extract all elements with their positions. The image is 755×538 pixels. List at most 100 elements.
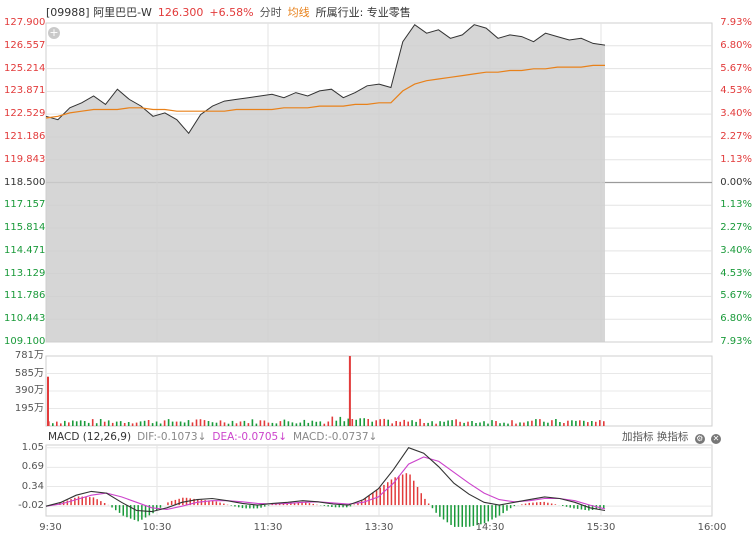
macd-histogram-bar — [81, 496, 83, 506]
macd-histogram-bar — [170, 500, 173, 505]
macd-histogram-bar — [223, 503, 225, 505]
volume-bar — [87, 422, 90, 426]
percent-tick-label: 5.67% — [720, 62, 752, 74]
volume-bar — [271, 422, 274, 426]
volume-bar — [375, 420, 377, 426]
volume-bar — [519, 422, 521, 426]
tab-intraday[interactable]: 分时 — [259, 6, 282, 19]
volume-bar — [167, 419, 170, 426]
price-tick-label: 109.100 — [4, 336, 46, 347]
macd-histogram-bar — [85, 496, 87, 506]
volume-bar — [363, 418, 365, 426]
volume-bar — [239, 421, 242, 426]
macd-histogram-bar — [70, 499, 72, 506]
macd-histogram-bar — [126, 505, 128, 518]
volume-bar — [283, 419, 286, 426]
macd-histogram-bar — [524, 503, 527, 506]
macd-histogram-bar — [483, 505, 486, 524]
plus-icon[interactable]: + — [48, 26, 60, 39]
price-tick-label: 117.157 — [4, 199, 46, 211]
volume-bar — [415, 421, 417, 426]
volume-bar — [123, 423, 126, 426]
macd-histogram-bar — [480, 505, 482, 525]
volume-bar — [183, 422, 186, 426]
volume-bar — [351, 419, 354, 426]
volume-bar — [139, 421, 142, 426]
price-tick-label: 127.900 — [4, 17, 46, 28]
macd-histogram-bar — [554, 504, 557, 505]
macd-tick-label: -0.02 — [18, 500, 44, 512]
close-icon[interactable]: ✕ — [711, 434, 722, 444]
volume-bar — [515, 423, 517, 426]
volume-bar — [531, 420, 533, 426]
macd-histogram-bar — [536, 502, 538, 506]
volume-bar — [487, 423, 489, 426]
percent-tick-label: 2.27% — [720, 222, 752, 234]
macd-histogram-bar — [152, 505, 154, 514]
tab-average[interactable]: 均线 — [287, 6, 310, 19]
macd-histogram-bar — [394, 477, 396, 506]
price-area — [46, 24, 605, 342]
macd-histogram-bar — [301, 501, 303, 506]
volume-bar — [391, 423, 393, 426]
volume-bar — [535, 419, 537, 426]
volume-bar — [447, 420, 449, 426]
volume-tick-label: 781万 — [14, 350, 44, 361]
volume-spike — [47, 376, 49, 426]
macd-tick-label: 0.69 — [21, 461, 44, 473]
volume-bar — [455, 419, 457, 426]
gear-icon[interactable]: ⚙ — [694, 434, 705, 444]
price-line — [45, 23, 606, 135]
percent-tick-label: 1.13% — [720, 153, 752, 165]
volume-bar — [75, 421, 78, 426]
macd-histogram-bar — [141, 505, 143, 520]
volume-bar — [523, 422, 525, 426]
macd-histogram-bar — [189, 498, 191, 506]
volume-bar — [343, 421, 346, 426]
volume-bar — [503, 422, 505, 426]
volume-bar — [315, 421, 318, 426]
percent-tick-label: 0.00% — [720, 176, 752, 188]
price-tick-label: 121.186 — [4, 130, 46, 142]
volume-bar — [563, 423, 565, 426]
volume-bar — [431, 421, 433, 426]
volume-bar — [483, 421, 485, 426]
macd-histogram-bar — [439, 505, 441, 517]
macd-histogram-bar — [148, 505, 151, 516]
volume-bar — [443, 421, 445, 426]
macd-histogram-bar — [200, 499, 203, 506]
volume-bar — [511, 420, 513, 426]
average-line — [45, 64, 605, 119]
percent-tick-label: 5.67% — [720, 290, 752, 302]
volume-spike — [348, 356, 351, 426]
price-change: +6.58% — [209, 6, 254, 19]
macd-histogram-bar — [446, 505, 449, 523]
volume-bar — [303, 419, 306, 426]
percent-tick-label: 7.93% — [720, 17, 752, 28]
macd-histogram-bar — [256, 505, 259, 509]
macd-histogram-bar — [405, 473, 408, 506]
time-tick-label: 13:30 — [364, 522, 394, 533]
switch-indicator-button[interactable]: 换指标 — [656, 431, 689, 443]
macd-histogram-bar — [591, 505, 594, 510]
macd-title: MACD (12,26,9) — [48, 431, 132, 443]
volume-bar — [551, 420, 553, 426]
macd-dif: DIF:-0.1073↓ — [137, 431, 207, 443]
volume-bar — [259, 420, 262, 426]
volume-bar — [355, 419, 357, 426]
macd-histogram-bar — [599, 505, 601, 509]
volume-bar — [407, 421, 409, 426]
macd-histogram-bar — [569, 505, 571, 508]
volume-bar — [83, 421, 86, 426]
macd-histogram-bar — [204, 500, 206, 506]
macd-histogram-bar — [234, 505, 236, 507]
volume-bar — [471, 421, 473, 426]
volume-bar — [451, 420, 453, 426]
volume-bar — [179, 421, 182, 426]
macd-histogram-bar — [100, 501, 102, 506]
volume-bar — [203, 420, 206, 426]
macd-tick-label: 0.34 — [21, 480, 44, 492]
add-indicator-button[interactable]: 加指标 — [622, 431, 654, 443]
macd-histogram-bar — [603, 505, 605, 509]
